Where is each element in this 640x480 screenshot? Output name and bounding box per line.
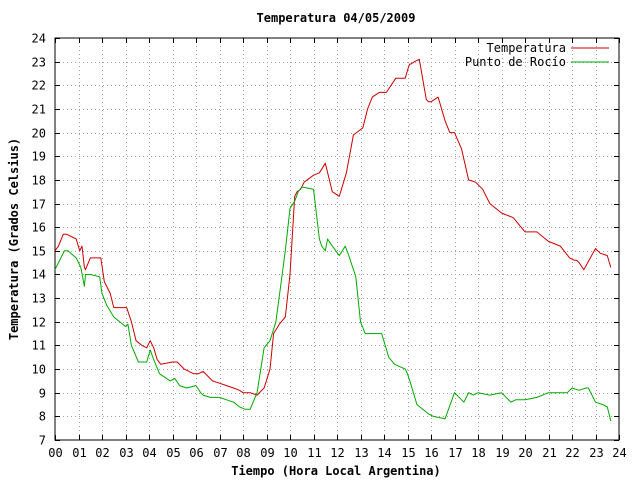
y-tick-label: 15 xyxy=(32,245,46,259)
x-tick-label: 14 xyxy=(377,446,391,460)
y-tick-label: 18 xyxy=(32,174,46,188)
axis-ticks: 00 01 02 03 04 05 06 07 08 09 10 11 12 13 14 15 16 17 18 19… xyxy=(32,32,627,461)
y-tick-label: 24 xyxy=(32,32,46,46)
x-tick-label: 13 xyxy=(354,446,368,460)
x-tick-label: 23 xyxy=(589,446,603,460)
x-tick-label: 12 xyxy=(330,446,344,460)
x-tick-label: 05 xyxy=(166,446,180,460)
grid-lines xyxy=(55,38,619,440)
x-tick-label: 10 xyxy=(283,446,297,460)
x-tick-label: 03 xyxy=(119,446,133,460)
x-tick-label: 18 xyxy=(471,446,485,460)
x-tick-label: 04 xyxy=(142,446,156,460)
legend: Temperatura Punto de Rocío xyxy=(465,41,609,69)
x-tick-label: 24 xyxy=(612,446,626,460)
series-line-1 xyxy=(54,186,612,422)
y-tick-label: 14 xyxy=(32,268,46,282)
y-tick-label: 17 xyxy=(32,198,46,212)
y-tick-label: 20 xyxy=(32,127,46,141)
x-tick-label: 08 xyxy=(236,446,250,460)
x-tick-label: 20 xyxy=(518,446,532,460)
y-tick-label: 7 xyxy=(39,434,46,448)
y-tick-label: 21 xyxy=(32,103,46,117)
x-tick-label: 01 xyxy=(72,446,86,460)
y-tick-label: 19 xyxy=(32,150,46,164)
x-tick-label: 19 xyxy=(495,446,509,460)
x-axis-label: Tiempo (Hora Local Argentina) xyxy=(231,464,441,478)
x-tick-label: 21 xyxy=(542,446,556,460)
y-tick-label: 22 xyxy=(32,79,46,93)
legend-label-temperatura: Temperatura xyxy=(487,41,566,55)
x-tick-label: 07 xyxy=(213,446,227,460)
legend-label-punto-de-rocio: Punto de Rocío xyxy=(465,55,566,69)
x-tick-label: 09 xyxy=(260,446,274,460)
x-tick-label: 00 xyxy=(48,446,62,460)
y-tick-label: 12 xyxy=(32,316,46,330)
y-tick-label: 11 xyxy=(32,339,46,353)
x-tick-label: 15 xyxy=(401,446,415,460)
x-tick-label: 16 xyxy=(424,446,438,460)
y-tick-label: 10 xyxy=(32,363,46,377)
chart-title: Temperatura 04/05/2009 xyxy=(257,11,416,25)
x-tick-label: 17 xyxy=(448,446,462,460)
y-axis-label: Temperatura (Grados Celsius) xyxy=(7,138,21,340)
x-tick-label: 02 xyxy=(95,446,109,460)
x-tick-label: 06 xyxy=(189,446,203,460)
y-tick-label: 8 xyxy=(39,410,46,424)
series-line-0 xyxy=(54,58,612,396)
y-tick-label: 16 xyxy=(32,221,46,235)
y-tick-label: 13 xyxy=(32,292,46,306)
x-tick-label: 22 xyxy=(565,446,579,460)
series-lines xyxy=(54,58,612,422)
y-tick-label: 23 xyxy=(32,56,46,70)
y-tick-label: 9 xyxy=(39,387,46,401)
x-tick-label: 11 xyxy=(307,446,321,460)
